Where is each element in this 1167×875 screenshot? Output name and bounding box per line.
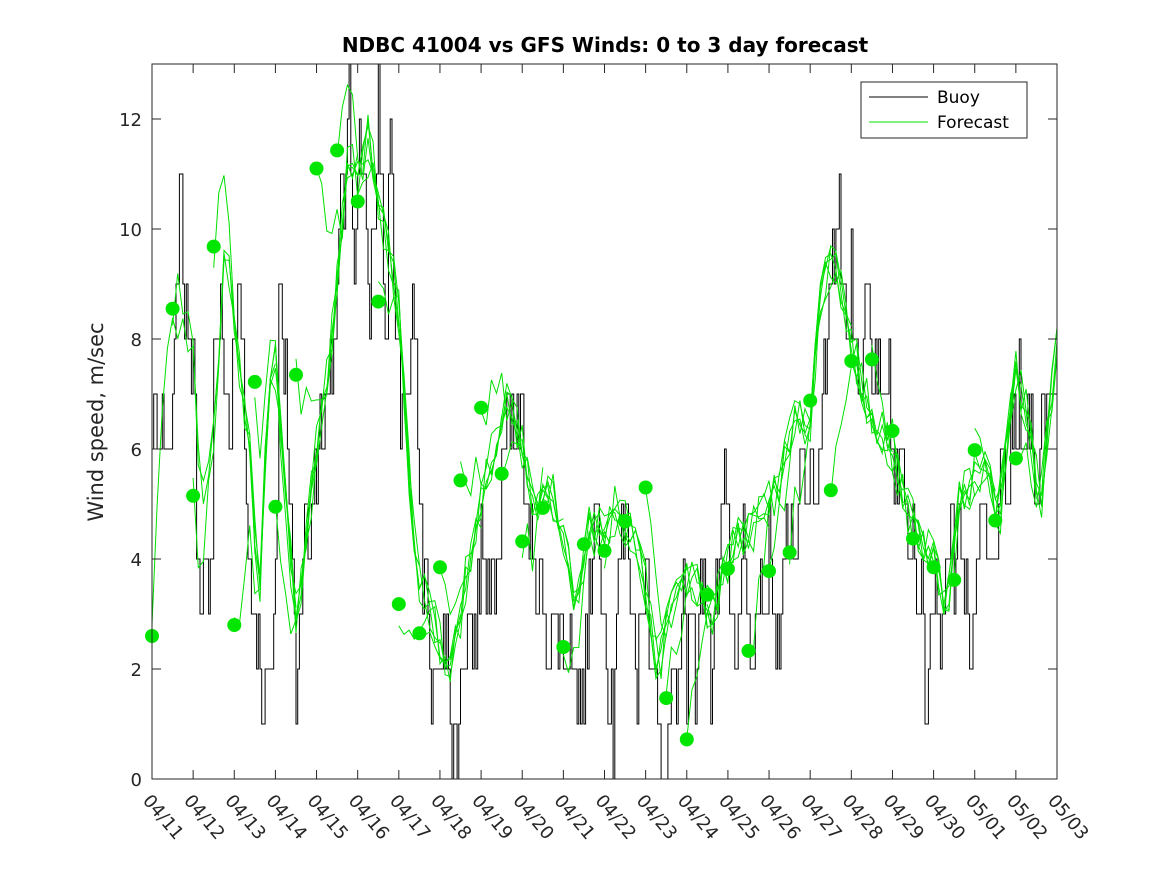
forecast-start-marker bbox=[947, 572, 962, 587]
forecast-start-marker bbox=[762, 564, 776, 579]
forecast-start-marker bbox=[247, 374, 262, 389]
forecast-series-line bbox=[192, 259, 317, 633]
y-tick-label: 4 bbox=[131, 550, 142, 571]
forecast-start-marker bbox=[309, 161, 324, 176]
y-tick-label: 0 bbox=[131, 770, 142, 791]
forecast-series-line bbox=[439, 391, 564, 616]
forecast-start-marker bbox=[206, 239, 221, 254]
forecast-series-line bbox=[1015, 341, 1057, 508]
legend-buoy-label: Buoy bbox=[937, 88, 980, 108]
forecast-series-line bbox=[274, 124, 400, 635]
forecast-start-marker bbox=[391, 597, 406, 612]
forecast-start-marker bbox=[289, 367, 303, 382]
forecast-series-line bbox=[974, 329, 1057, 518]
forecast-start-marker bbox=[988, 513, 1003, 528]
forecast-start-marker bbox=[659, 691, 674, 706]
forecast-series-line bbox=[871, 344, 996, 613]
forecast-start-marker bbox=[679, 732, 694, 747]
forecast-start-marker bbox=[350, 194, 365, 209]
legend-forecast-label: Forecast bbox=[937, 113, 1009, 133]
forecast-start-marker bbox=[433, 560, 447, 575]
forecast-start-marker bbox=[371, 294, 386, 309]
forecast-start-marker bbox=[885, 423, 900, 438]
forecast-start-marker bbox=[638, 480, 653, 495]
forecast-series-line bbox=[336, 83, 461, 663]
forecast-start-marker bbox=[535, 500, 550, 515]
y-tick-label: 8 bbox=[131, 330, 142, 351]
forecast-start-marker bbox=[782, 545, 797, 560]
forecast-start-marker bbox=[268, 499, 283, 514]
forecast-series-line bbox=[480, 372, 605, 594]
series-group bbox=[152, 64, 1057, 779]
legend-box bbox=[860, 81, 1028, 139]
forecast-start-marker bbox=[1008, 451, 1023, 466]
y-tick-label: 10 bbox=[119, 220, 142, 241]
forecast-start-marker bbox=[803, 393, 818, 408]
forecast-start-marker bbox=[227, 618, 242, 632]
forecast-series-line bbox=[727, 270, 852, 564]
forecast-start-marker bbox=[906, 531, 920, 546]
forecast-series-line bbox=[357, 162, 482, 668]
forecast-start-marker bbox=[597, 543, 612, 558]
forecast-start-marker bbox=[967, 443, 982, 458]
forecast-series-line bbox=[604, 513, 729, 677]
forecast-series-line bbox=[645, 488, 770, 639]
forecast-series-line bbox=[316, 120, 441, 644]
forecast-start-marker bbox=[823, 483, 838, 498]
legend: Buoy Forecast bbox=[860, 81, 1028, 139]
forecast-start-marker bbox=[844, 354, 859, 368]
forecast-start-marker bbox=[186, 488, 201, 503]
forecast-start-marker bbox=[165, 301, 180, 316]
forecast-start-marker bbox=[412, 626, 427, 641]
y-tick-label: 6 bbox=[131, 440, 142, 461]
y-axis-label: Wind speed, m/sec bbox=[84, 322, 108, 521]
forecast-start-marker bbox=[720, 561, 735, 576]
forecast-start-marker bbox=[576, 537, 591, 552]
forecast-start-marker bbox=[618, 514, 633, 529]
forecast-start-marker bbox=[330, 143, 345, 158]
forecast-series-line bbox=[460, 393, 585, 608]
forecast-series-line bbox=[994, 354, 1057, 536]
forecast-start-marker bbox=[926, 560, 941, 575]
forecast-start-marker bbox=[864, 352, 879, 367]
forecast-series-line bbox=[768, 252, 893, 570]
forecast-start-marker bbox=[556, 640, 571, 654]
buoy-series-line bbox=[152, 64, 1057, 779]
plot-background bbox=[152, 64, 1057, 779]
forecast-start-marker bbox=[494, 466, 509, 481]
plot-area bbox=[145, 64, 1057, 779]
forecast-series-line bbox=[933, 350, 1057, 615]
forecast-start-marker bbox=[741, 643, 756, 658]
forecast-start-marker bbox=[700, 587, 715, 602]
y-tick-label: 12 bbox=[119, 110, 142, 131]
forecast-start-marker bbox=[453, 473, 468, 488]
forecast-start-marker bbox=[515, 534, 530, 549]
chart-title: NDBC 41004 vs GFS Winds: 0 to 3 day fore… bbox=[342, 33, 869, 57]
forecast-start-marker bbox=[474, 400, 489, 415]
y-tick-label: 2 bbox=[131, 660, 142, 681]
forecast-series-line bbox=[542, 479, 667, 681]
